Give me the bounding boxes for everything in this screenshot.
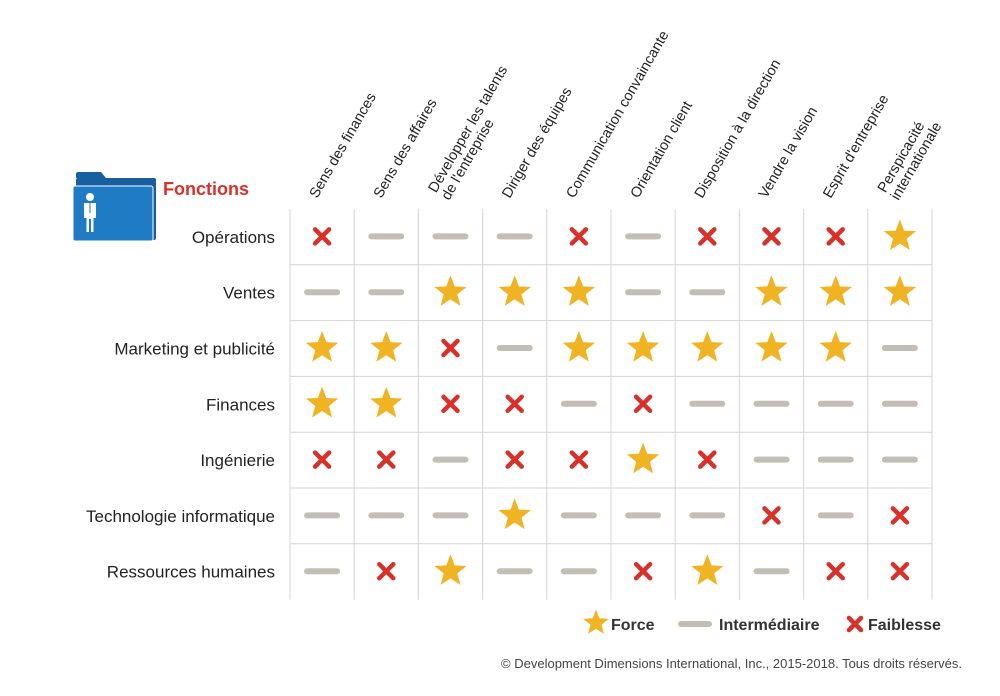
legend-item: Faiblesse — [846, 615, 941, 634]
star-icon — [819, 331, 852, 362]
cross-icon — [890, 561, 910, 581]
star-icon — [305, 331, 339, 362]
cross-icon — [441, 338, 460, 358]
legend-label: Faiblesse — [868, 617, 941, 634]
cross-icon — [633, 394, 653, 414]
star-icon — [562, 275, 596, 306]
star-icon — [370, 386, 403, 418]
cross-icon — [846, 615, 864, 633]
star-icon — [819, 275, 852, 306]
legend-label: Force — [611, 617, 655, 634]
star-icon — [583, 609, 609, 634]
star-icon — [691, 554, 724, 585]
star-icon — [883, 275, 917, 306]
cross-icon — [312, 450, 332, 469]
cross-icon — [505, 450, 524, 469]
star-icon — [626, 442, 660, 474]
folder-icon — [72, 172, 156, 242]
legend-item: Intermédiaire — [678, 617, 820, 634]
row-headers: Opérations Ventes Marketing et publicité Fi… — [86, 228, 275, 582]
table-cells — [304, 219, 918, 585]
row-header: Marketing et publicité — [114, 340, 275, 359]
row-header: Ingénierie — [200, 451, 275, 470]
cross-icon — [569, 450, 589, 469]
column-header: Sens des finances — [307, 90, 380, 201]
copyright-footer: © Development Dimensions International, … — [501, 656, 962, 671]
legend-item: Force — [583, 609, 655, 634]
cross-icon — [890, 506, 910, 525]
star-icon — [883, 219, 917, 251]
star-icon — [755, 275, 788, 306]
cross-icon — [762, 227, 781, 246]
cross-icon — [312, 227, 332, 246]
cross-icon — [826, 227, 845, 246]
row-header: Ressources humaines — [107, 563, 275, 582]
cross-icon — [441, 394, 460, 414]
legend-label: Intermédiaire — [719, 617, 820, 634]
row-header: Technologie informatique — [86, 507, 275, 526]
table-grid — [289, 209, 933, 600]
column-header: Orientation client — [628, 99, 696, 201]
star-icon — [691, 331, 724, 362]
star-icon — [370, 331, 403, 362]
cross-icon — [698, 450, 717, 469]
person-icon — [84, 193, 96, 232]
star-icon — [434, 554, 467, 585]
cross-icon — [633, 561, 653, 581]
star-icon — [498, 498, 531, 530]
legend: Force Intermédiaire Faiblesse — [583, 609, 941, 634]
row-header: Finances — [206, 395, 275, 414]
cross-icon — [377, 450, 396, 469]
row-header: Opérations — [192, 228, 275, 247]
row-header: Ventes — [223, 284, 275, 303]
cross-icon — [377, 561, 396, 581]
star-icon — [626, 331, 660, 362]
cross-icon — [505, 394, 524, 414]
cross-icon — [826, 561, 845, 581]
star-icon — [498, 275, 531, 306]
chart-title: Fonctions — [163, 179, 249, 199]
star-icon — [755, 331, 788, 362]
column-header: Diriger des équipes — [499, 85, 575, 201]
cross-icon — [698, 227, 717, 246]
column-header: Perspicacitéinternationale — [875, 112, 945, 203]
star-icon — [562, 331, 596, 362]
star-icon — [434, 275, 467, 306]
cross-icon — [569, 227, 589, 246]
cross-icon — [762, 506, 781, 525]
star-icon — [305, 386, 339, 418]
column-header: Vendre la vision — [756, 104, 821, 201]
